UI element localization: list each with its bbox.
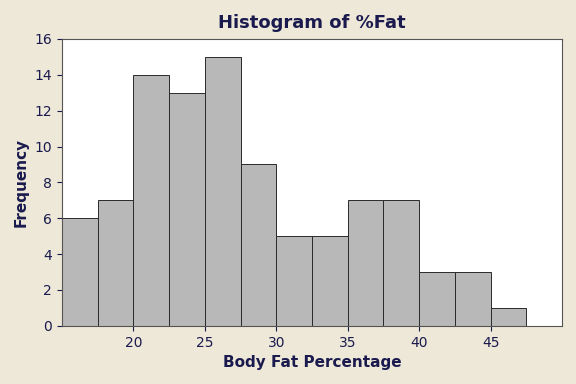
Bar xyxy=(169,93,205,326)
Bar xyxy=(205,57,241,326)
Bar xyxy=(348,200,384,326)
Bar xyxy=(384,200,419,326)
Bar xyxy=(62,218,98,326)
Bar xyxy=(312,236,348,326)
Bar xyxy=(276,236,312,326)
Title: Histogram of %Fat: Histogram of %Fat xyxy=(218,14,406,32)
Bar xyxy=(241,164,276,326)
Bar xyxy=(419,272,455,326)
X-axis label: Body Fat Percentage: Body Fat Percentage xyxy=(223,355,401,370)
Bar xyxy=(455,272,491,326)
Bar xyxy=(491,308,526,326)
Y-axis label: Frequency: Frequency xyxy=(14,138,29,227)
Bar xyxy=(98,200,134,326)
Bar xyxy=(134,75,169,326)
